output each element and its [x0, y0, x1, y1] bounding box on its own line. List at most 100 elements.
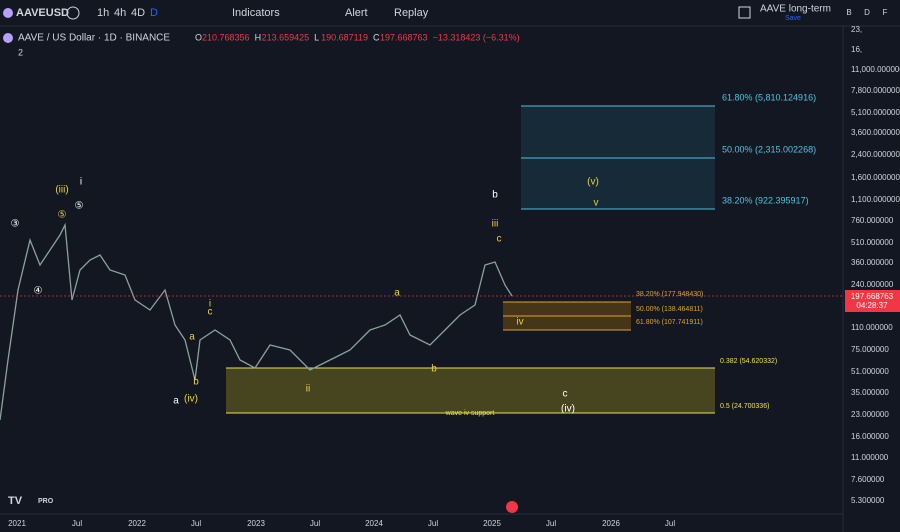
- fib-label: 38.20% (922.395917): [722, 195, 809, 205]
- time-tick-label: Jul: [310, 519, 320, 528]
- toolbar-button[interactable]: B: [846, 8, 851, 17]
- alert-button[interactable]: Alert: [345, 7, 368, 19]
- replay-button[interactable]: Replay: [394, 7, 429, 19]
- time-tick-label: Jul: [665, 519, 675, 528]
- current-price-tag: [845, 290, 900, 312]
- ohlc-label: O: [195, 32, 202, 42]
- ohlc-value: 197.668763: [380, 32, 428, 42]
- fib-label: 61.80% (5,810.124916): [722, 92, 816, 102]
- price-tick-label: 5,100.000000: [851, 108, 900, 117]
- wave-label: c: [497, 234, 502, 245]
- time-tick-label: Jul: [546, 519, 556, 528]
- price-tick-label: 11,000.000000: [851, 65, 900, 74]
- interval[interactable]: 4h: [114, 7, 126, 19]
- price-tick-label: 240.000000: [851, 280, 894, 289]
- logo-mark: TV: [8, 495, 23, 507]
- ohlc-value: 210.768356: [202, 32, 250, 42]
- toolbar-button[interactable]: F: [883, 8, 888, 17]
- time-tick-label: 2026: [602, 519, 620, 528]
- countdown: 04:28:37: [856, 301, 888, 310]
- wave-label: (iv): [184, 394, 198, 405]
- price-tick-label: 1,600.000000: [851, 173, 900, 182]
- price-tick-label: 3,600.000000: [851, 128, 900, 137]
- time-tick-label: 2021: [8, 519, 26, 528]
- ohlc-value: 213.659425: [262, 32, 310, 42]
- price-tick-label: 2,400.000000: [851, 150, 900, 159]
- current-price: 197.668763: [851, 292, 894, 301]
- ohlc-value: 190.687119: [321, 32, 368, 42]
- price-tick-label: 1,100.000000: [851, 195, 900, 204]
- interval[interactable]: 4D: [131, 7, 145, 19]
- symbol-icon: [3, 8, 13, 18]
- wave-label: a: [173, 396, 179, 407]
- wave-label: (iv): [561, 404, 575, 415]
- time-tick-label: Jul: [428, 519, 438, 528]
- wave-label: iv: [516, 317, 523, 328]
- legend-icon: [3, 33, 13, 43]
- event-icon[interactable]: [506, 501, 518, 513]
- legend-badge[interactable]: 2: [18, 47, 23, 57]
- fib-label: 61.80% (107.741911): [636, 319, 703, 326]
- wave-label: b: [492, 190, 498, 201]
- price-tick-label: 11.000000: [851, 453, 889, 462]
- wave-label: b: [431, 364, 437, 375]
- wave-label: a: [189, 332, 195, 343]
- price-tick-label: 23.000000: [851, 410, 889, 419]
- price-tick-label: 760.000000: [851, 216, 894, 225]
- price-tick-label: 7.600000: [851, 475, 885, 484]
- logo-badge: PRO: [38, 498, 54, 505]
- indicators-button[interactable]: Indicators: [232, 7, 280, 19]
- support-box: [226, 368, 715, 413]
- price-tick-label: 75.000000: [851, 345, 889, 354]
- wave-label: c: [208, 307, 213, 318]
- price-tick-label: 16,: [851, 45, 862, 54]
- legend-change: −13.318423 (−6.31%): [433, 32, 520, 42]
- ohlc-label: C: [373, 32, 380, 42]
- wave-label: i: [209, 299, 211, 310]
- price-tick-label: 7,800.000000: [851, 86, 900, 95]
- save-status: Save: [785, 15, 801, 22]
- price-tick-label: 510.000000: [851, 238, 894, 247]
- price-candles: [0, 222, 513, 421]
- time-tick-label: Jul: [191, 519, 201, 528]
- interval[interactable]: D: [150, 7, 158, 19]
- time-tick-label: 2023: [247, 519, 265, 528]
- time-tick-label: Jul: [72, 519, 82, 528]
- price-tick-label: 360.000000: [851, 258, 894, 267]
- layout-name[interactable]: AAVE long-term: [760, 4, 831, 15]
- wave-label: ⑤: [58, 210, 67, 221]
- time-tick-label: 2024: [365, 519, 383, 528]
- add-symbol[interactable]: [66, 6, 80, 20]
- toolbar-button[interactable]: D: [864, 8, 870, 17]
- wave-label: (v): [587, 177, 599, 188]
- wave-label: b: [193, 377, 199, 388]
- wave-label: c: [563, 389, 568, 400]
- price-tick-label: 16.000000: [851, 432, 889, 441]
- interval[interactable]: 1h: [97, 7, 109, 19]
- price-tick-label: 23,: [851, 25, 862, 34]
- wave-label: ⑤: [75, 201, 84, 212]
- support-caption: wave iv support: [445, 410, 495, 417]
- wave-label: ii: [306, 384, 310, 395]
- wave-label: a: [394, 288, 400, 299]
- time-tick-label: 2022: [128, 519, 146, 528]
- ohlc-label: L: [314, 32, 319, 42]
- price-tick-label: 5.300000: [851, 496, 885, 505]
- ohlc-label: H: [255, 32, 262, 42]
- price-tick-label: 51.000000: [851, 367, 889, 376]
- legend-title: AAVE / US Dollar · 1D · BINANCE: [18, 33, 170, 44]
- price-tick-label: 110.000000: [851, 323, 893, 332]
- support-label: 0.5 (24.700336): [720, 403, 769, 410]
- wave-label: ④: [34, 286, 43, 297]
- fib-label: 50.00% (138.464811): [636, 306, 703, 313]
- support-label: 0.382 (54.620332): [720, 358, 777, 365]
- fib-label: 38.20% (177.948430): [636, 291, 703, 298]
- price-tick-label: 35.000000: [851, 388, 889, 397]
- wave-label: iii: [492, 219, 499, 230]
- layout-icon[interactable]: [738, 6, 751, 19]
- symbol[interactable]: AAVEUSD: [16, 7, 69, 19]
- wave-label: (iii): [55, 185, 68, 196]
- wave-label: v: [594, 198, 599, 209]
